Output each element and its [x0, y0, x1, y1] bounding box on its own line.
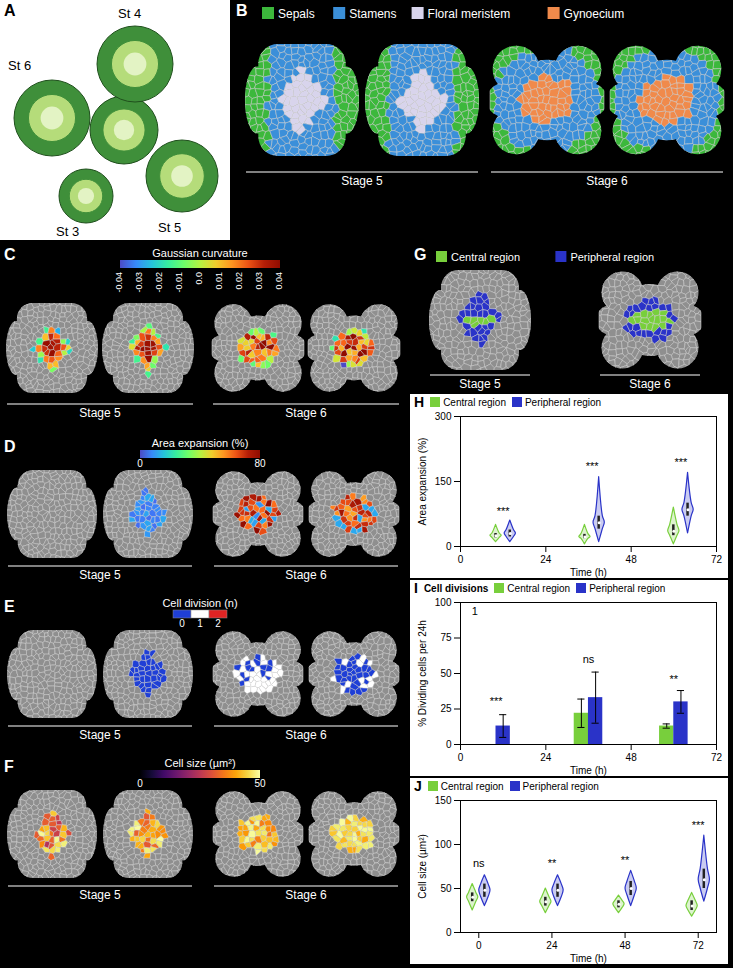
svg-text:0: 0: [179, 618, 185, 629]
svg-text:C: C: [4, 246, 16, 263]
svg-text:0: 0: [458, 554, 464, 565]
html-text:Peripheral region: Peripheral region: [522, 780, 599, 792]
svg-text:Stage 5: Stage 5: [79, 728, 121, 742]
svg-text:Stage 5: Stage 5: [459, 377, 501, 391]
svg-text:0: 0: [446, 541, 452, 552]
svg-text:Gaussian curvature: Gaussian curvature: [152, 247, 247, 259]
svg-text:0.04: 0.04: [274, 272, 284, 290]
svg-text:150: 150: [435, 476, 452, 487]
svg-text:72: 72: [693, 940, 705, 951]
svg-text:St 4: St 4: [118, 6, 141, 21]
svg-text:50: 50: [440, 668, 452, 679]
svg-text:48: 48: [626, 752, 638, 763]
svg-text:Stage 6: Stage 6: [285, 728, 327, 742]
svg-text:0: 0: [137, 458, 143, 469]
svg-text:St 6: St 6: [8, 58, 31, 73]
svg-text:Time (h): Time (h): [570, 765, 607, 776]
html-text:Peripheral region: Peripheral region: [589, 582, 666, 594]
svg-text:Cell size (µm²): Cell size (µm²): [417, 834, 428, 899]
svg-text:1: 1: [197, 618, 203, 629]
svg-text:Time (h): Time (h): [570, 953, 607, 964]
svg-text:Gynoecium: Gynoecium: [564, 7, 625, 21]
svg-text:0.0: 0.0: [194, 272, 204, 285]
svg-text:St 5: St 5: [158, 220, 181, 235]
svg-text:B: B: [236, 2, 248, 19]
svg-text:E: E: [4, 598, 15, 615]
svg-text:2: 2: [215, 618, 221, 629]
svg-text:300: 300: [435, 411, 452, 422]
svg-text:100: 100: [435, 597, 452, 608]
svg-text:72: 72: [711, 554, 723, 565]
svg-text:**: **: [548, 857, 557, 869]
svg-text:24: 24: [540, 554, 552, 565]
svg-text:1: 1: [472, 605, 478, 617]
svg-text:Area expansion (%): Area expansion (%): [417, 438, 428, 526]
svg-text:Cell division (n): Cell division (n): [162, 597, 237, 609]
svg-text:-0.04: -0.04: [114, 272, 124, 293]
html-text:Peripheral region: Peripheral region: [524, 396, 602, 408]
svg-text:Stage 6: Stage 6: [285, 888, 327, 902]
svg-text:ns: ns: [473, 857, 485, 869]
svg-text:Stage 6: Stage 6: [285, 406, 327, 420]
svg-text:24: 24: [546, 940, 558, 951]
svg-text:F: F: [4, 758, 14, 775]
svg-text:Central region: Central region: [451, 251, 520, 263]
svg-text:72: 72: [711, 752, 723, 763]
svg-text:50: 50: [254, 778, 266, 789]
svg-text:**: **: [670, 673, 679, 685]
svg-text:0: 0: [458, 752, 464, 763]
svg-text:0.03: 0.03: [254, 272, 264, 290]
svg-text:Time (h): Time (h): [570, 567, 607, 578]
html-text:Central region: Central region: [440, 780, 504, 792]
svg-text:A: A: [4, 2, 16, 19]
svg-text:G: G: [414, 246, 426, 263]
svg-text:Stage 6: Stage 6: [586, 174, 628, 188]
svg-text:24: 24: [540, 752, 552, 763]
svg-text:Floral meristem: Floral meristem: [428, 7, 511, 21]
svg-text:Stage 5: Stage 5: [79, 406, 121, 420]
svg-text:48: 48: [626, 554, 638, 565]
svg-text:-0.02: -0.02: [154, 272, 164, 293]
svg-text:Area expansion (%): Area expansion (%): [152, 437, 249, 449]
svg-text:Peripheral region: Peripheral region: [570, 251, 654, 263]
svg-text:150: 150: [435, 795, 452, 806]
svg-text:50: 50: [440, 883, 452, 894]
svg-text:0: 0: [446, 927, 452, 938]
html-text:I Cell divisions: I Cell divisions: [414, 580, 489, 596]
svg-text:80: 80: [254, 458, 266, 469]
svg-text:0: 0: [137, 778, 143, 789]
svg-text:75: 75: [440, 632, 452, 643]
svg-text:-0.03: -0.03: [134, 272, 144, 293]
svg-text:0: 0: [446, 739, 452, 750]
svg-text:***: ***: [675, 456, 689, 468]
svg-text:Stage 6: Stage 6: [285, 568, 327, 582]
html-text:Central region: Central region: [507, 582, 571, 594]
svg-text:25: 25: [440, 703, 452, 714]
svg-text:D: D: [4, 438, 16, 455]
html-text:H: H: [414, 394, 425, 410]
svg-text:0.01: 0.01: [214, 272, 224, 290]
svg-text:0: 0: [476, 940, 482, 951]
html-text:J: J: [414, 778, 422, 794]
svg-text:Stage 5: Stage 5: [79, 568, 121, 582]
svg-text:Sepals: Sepals: [278, 7, 315, 21]
svg-text:Stage 5: Stage 5: [341, 174, 383, 188]
svg-text:St 3: St 3: [56, 224, 79, 239]
svg-text:***: ***: [692, 819, 706, 831]
svg-text:Cell size (µm²): Cell size (µm²): [164, 757, 235, 769]
svg-text:-0.01: -0.01: [174, 272, 184, 293]
svg-text:***: ***: [490, 695, 504, 707]
svg-text:48: 48: [620, 940, 632, 951]
svg-text:**: **: [621, 854, 630, 866]
svg-text:% Dividing cells per 24h: % Dividing cells per 24h: [417, 620, 428, 727]
svg-text:ns: ns: [583, 653, 595, 665]
svg-text:Stage 5: Stage 5: [79, 888, 121, 902]
svg-text:Stage 6: Stage 6: [629, 377, 671, 391]
svg-text:***: ***: [586, 460, 600, 472]
svg-text:Stamens: Stamens: [349, 7, 396, 21]
svg-text:100: 100: [435, 839, 452, 850]
svg-text:0.02: 0.02: [234, 272, 244, 290]
html-text:Central region: Central region: [443, 396, 506, 408]
svg-text:***: ***: [497, 505, 511, 517]
